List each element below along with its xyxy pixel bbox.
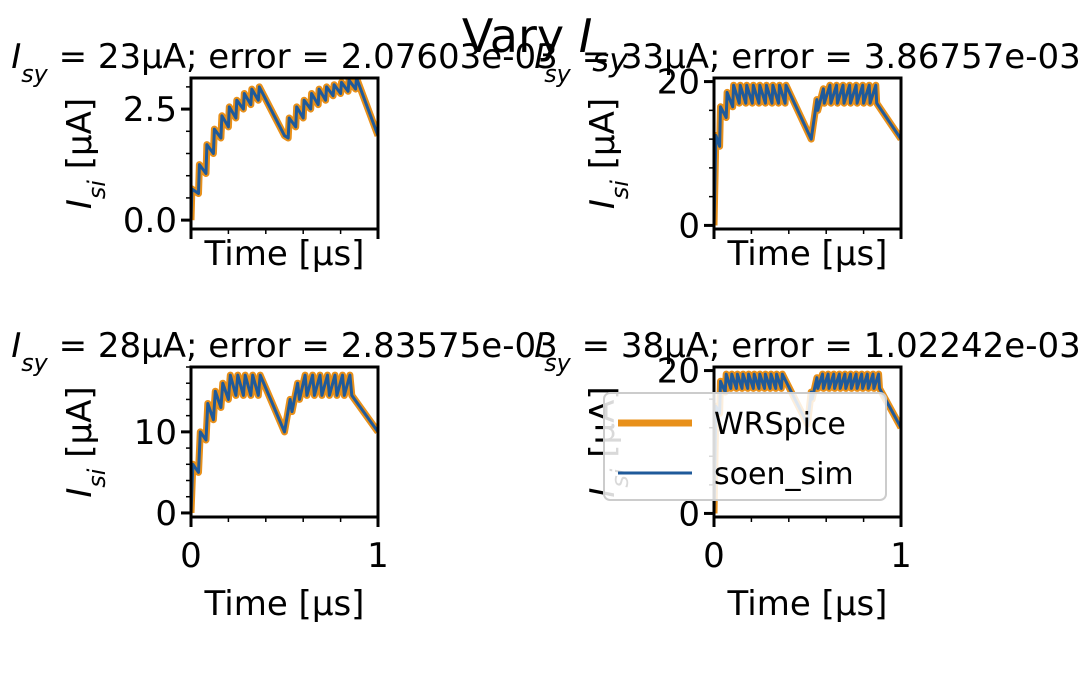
subplot-1: 0.0 2.5 Time [μs] Isi [μA] Isy = 23μA; error… [11,37,558,274]
series-line-wrspice [191,371,378,514]
x-tick-label: 0 [703,536,725,576]
y-tick-label: 0 [678,494,700,534]
series-line-soen-sim [714,83,901,226]
x-axis-label: Time [μs] [204,584,365,624]
y-axis-label: Isi [μA] [60,386,111,497]
x-tick-label: 1 [367,536,389,576]
y-tick-label: 10 [134,413,177,453]
legend-label: WRSpice [714,407,846,442]
x-tick-label: 1 [890,536,912,576]
figure-suptitle-text: Vary Isy [462,9,629,79]
x-axis-label: Time [μs] [727,234,888,274]
y-tick-label: 20 [657,63,700,103]
y-tick-label: 0 [678,206,700,246]
y-tick-label: 0 [155,494,177,534]
y-tick-label: 0.0 [123,201,177,241]
series-line-wrspice [714,81,901,226]
x-axis-label: Time [μs] [727,584,888,624]
series-line-wrspice [191,78,378,221]
subplot-title: Isy = 33μA; error = 3.86757e-03 [534,37,1081,88]
series-line-soen-sim [191,373,378,513]
x-tick-label: 0 [180,536,202,576]
subplot-title: Isy = 28μA; error = 2.83575e-03 [11,326,558,377]
y-tick-label: 20 [657,352,700,392]
x-axis-label: Time [μs] [204,234,365,274]
y-axis-label: Isi [μA] [583,98,634,209]
legend: WRSpice soen_sim [603,392,887,501]
subplot-title: Isy = 23μA; error = 2.07603e-03 [11,37,558,88]
subplot-2: 0 20 Time [μs] Isi [μA] Isy = 33μA; error = … [534,37,1081,274]
subplot-title: Isy = 38μA; error = 1.02242e-03 [534,326,1081,377]
axes-frame [712,76,903,231]
legend-label: soen_sim [714,457,854,492]
y-axis-label: Isi [μA] [60,98,111,209]
axes-frame [189,76,380,231]
series-line-soen-sim [191,78,378,221]
axes-frame [189,365,380,519]
y-tick-label: 2.5 [123,90,177,130]
subplots: 0.0 2.5 Time [μs] Isi [μA] Isy = 23μA; error… [11,37,1081,624]
